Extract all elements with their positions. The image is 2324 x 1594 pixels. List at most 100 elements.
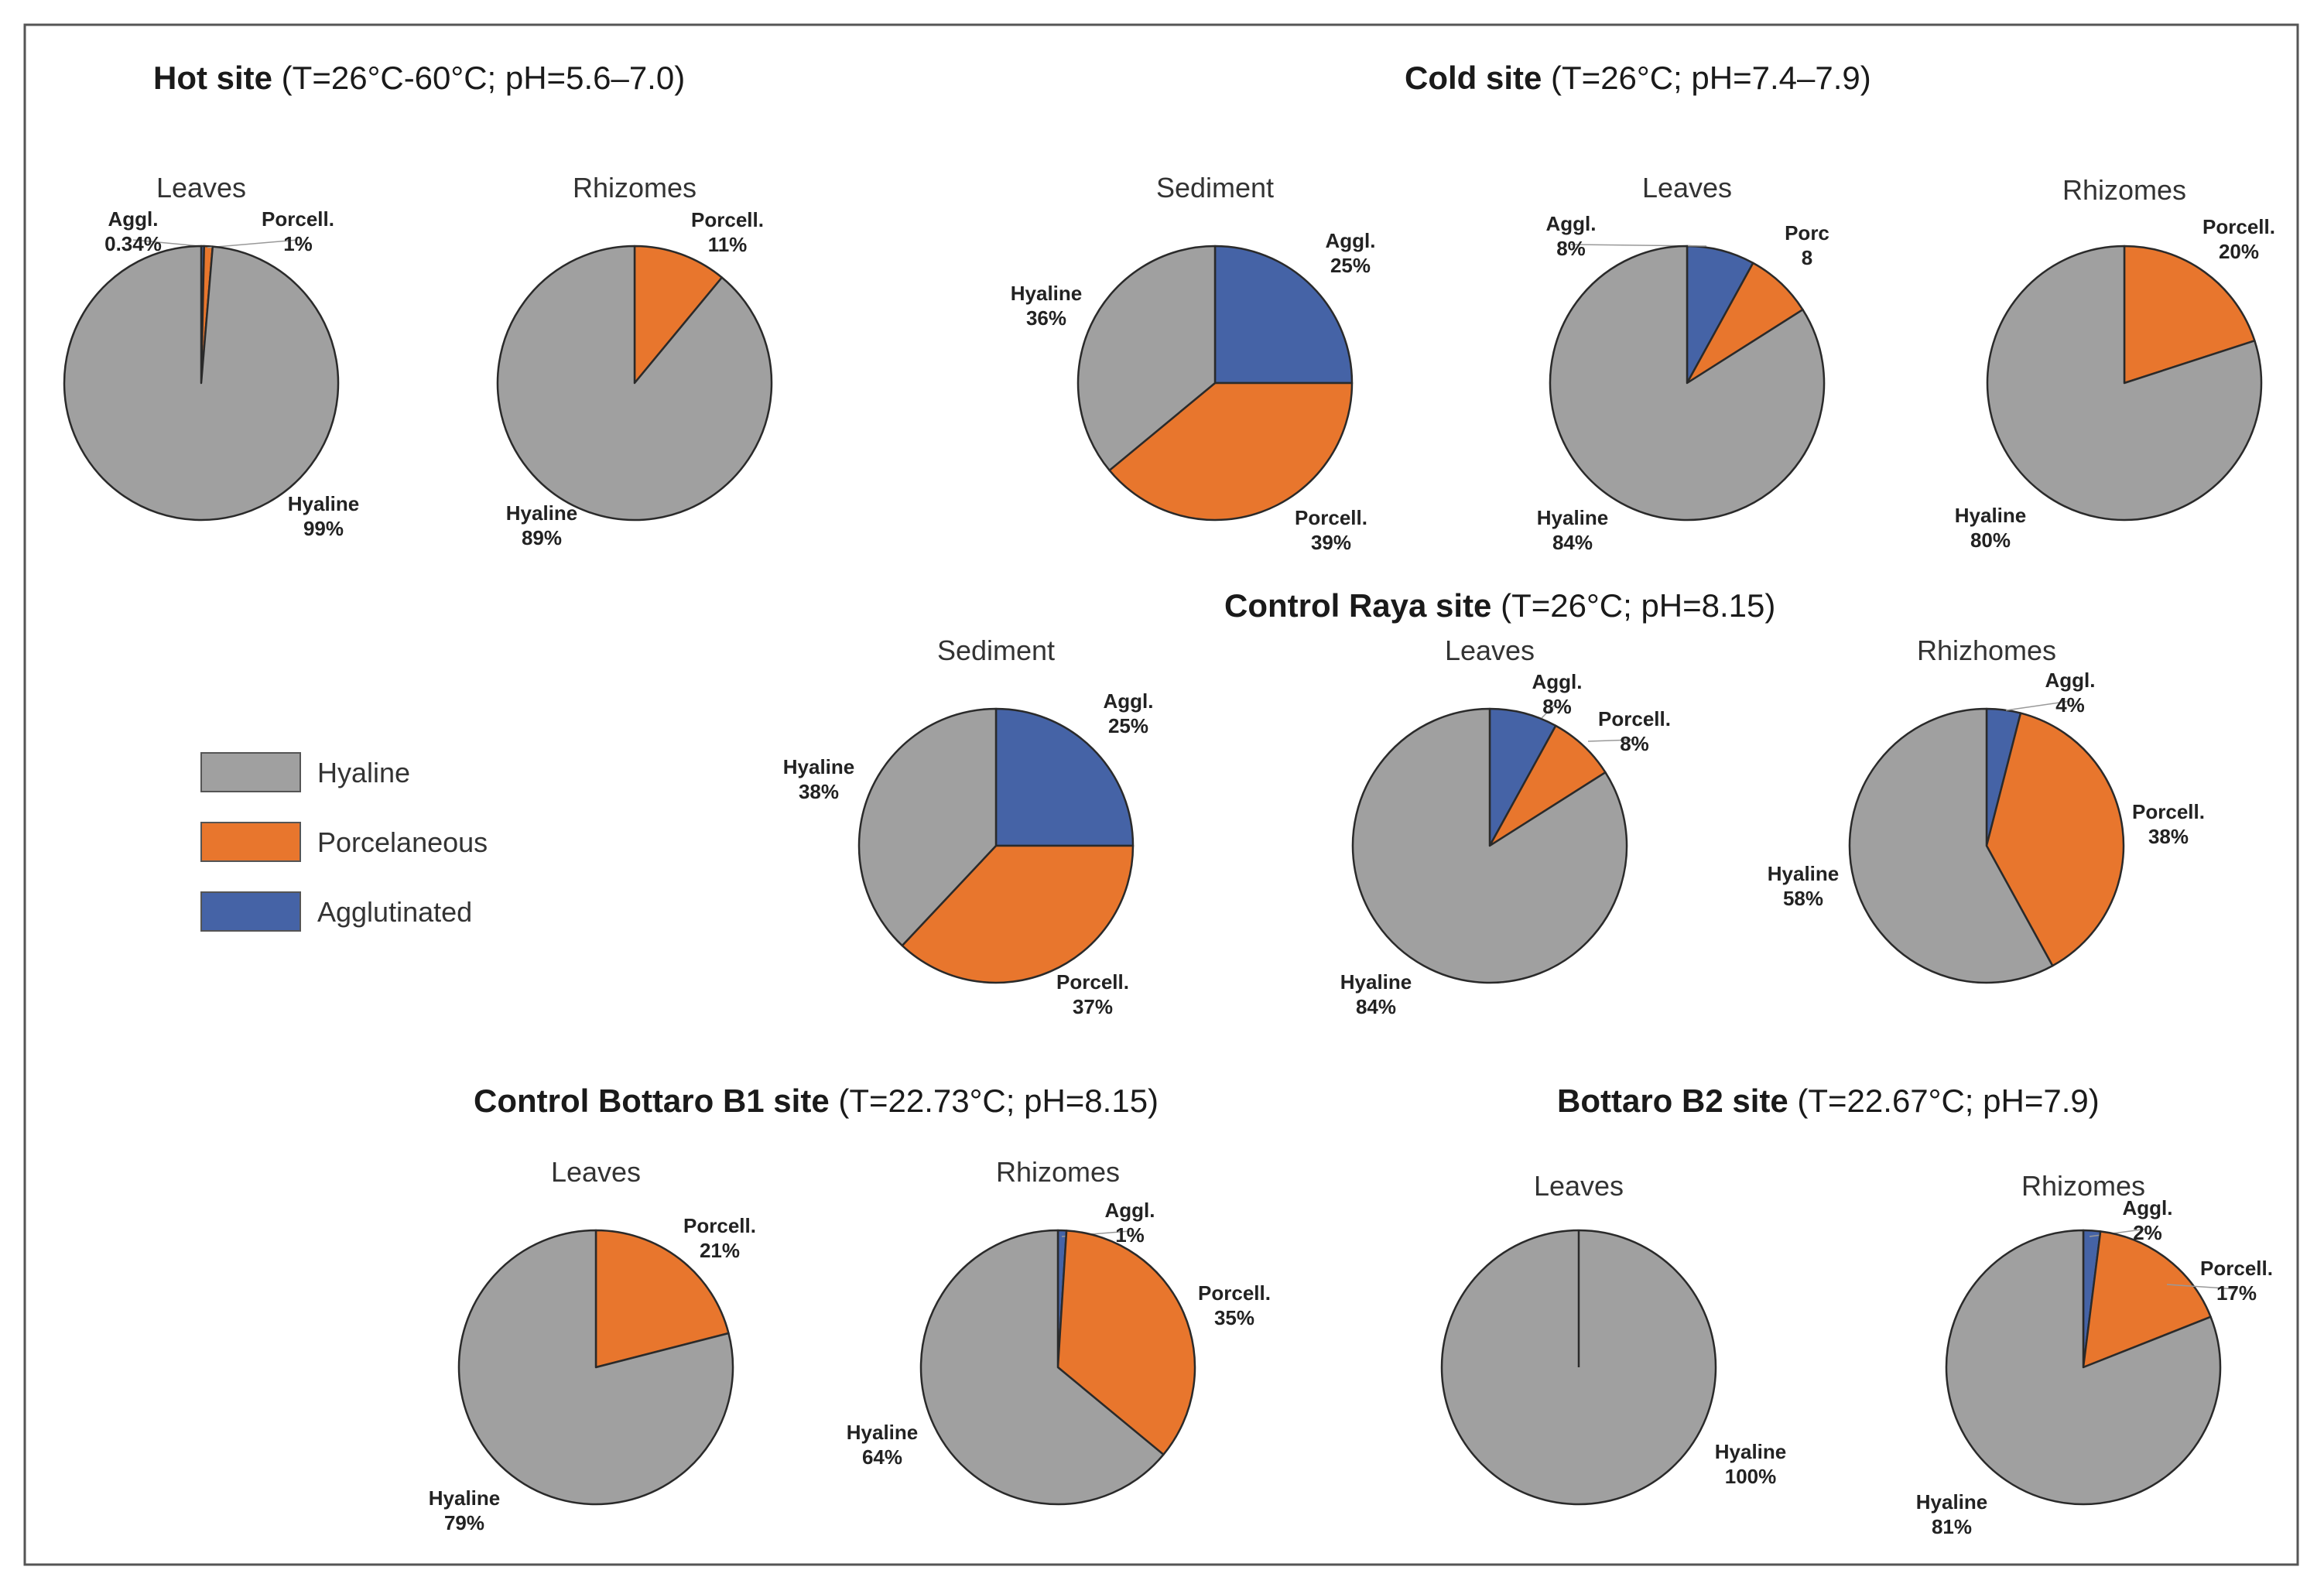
slice-label-value: 8% bbox=[1556, 237, 1586, 260]
slice-label-value: 36% bbox=[1026, 306, 1066, 330]
slice-label-hyaline: Hyaline 36% bbox=[1011, 282, 1083, 330]
slice-label-name: Hyaline bbox=[1955, 504, 2027, 527]
pie-title: Leaves bbox=[156, 172, 246, 204]
slice-label-name: Porcell. bbox=[1295, 506, 1367, 529]
pie-slice-porcelaneous bbox=[1108, 381, 1354, 522]
slice-label-name: Hyaline bbox=[1715, 1440, 1787, 1463]
slice-label-porcelaneous: Porcell. 11% bbox=[691, 208, 764, 256]
slice-label-value: 99% bbox=[303, 517, 344, 540]
pie-title: Rhizomes bbox=[2062, 174, 2186, 206]
site-conditions: (T=26°C-60°C; pH=5.6–7.0) bbox=[272, 60, 685, 96]
slice-label-agglutinated: Aggl. 1% bbox=[1105, 1199, 1155, 1247]
pie-slice-agglutinated bbox=[1488, 707, 1557, 847]
pie-slice-porcelaneous bbox=[633, 245, 724, 385]
slice-label-name: Porcell. bbox=[683, 1214, 756, 1237]
slice-label-value: 25% bbox=[1330, 254, 1371, 277]
site-title-cold: Cold site (T=26°C; pH=7.4–7.9) bbox=[1405, 60, 1871, 96]
legend-swatch-hyaline bbox=[200, 752, 301, 792]
slice-label-value: 8% bbox=[1542, 695, 1572, 718]
pie-raya-leaves: Leaves Aggl. 8% Porcell. 8% Hyaline 84% bbox=[1340, 635, 1671, 1018]
slice-label-agglutinated: Aggl. 2% bbox=[2123, 1196, 2173, 1244]
pie-slice-porcelaneous bbox=[594, 1229, 730, 1369]
slice-label-value: 100% bbox=[1725, 1465, 1777, 1488]
slice-label-name: Porcell. bbox=[1598, 707, 1671, 730]
slice-label-name: Hyaline bbox=[1011, 282, 1083, 305]
slice-label-hyaline: Hyaline 84% bbox=[1537, 506, 1609, 554]
slice-label-name: Porc bbox=[1785, 221, 1829, 245]
slice-label-name: Hyaline bbox=[288, 492, 360, 515]
site-titles: Hot site (T=26°C-60°C; pH=5.6–7.0) Cold s… bbox=[153, 60, 2100, 1119]
slice-label-agglutinated: Aggl. 8% bbox=[1532, 670, 1583, 718]
site-title-b1: Control Bottaro B1 site (T=22.73°C; pH=8… bbox=[474, 1083, 1159, 1119]
pie-hot-rhizomes: Rhizomes Porcell. 11% Hyaline 89% bbox=[496, 172, 773, 549]
slice-label-value: 84% bbox=[1356, 995, 1396, 1018]
slice-label-porcelaneous: Porcell. 20% bbox=[2202, 215, 2275, 263]
slice-label-hyaline: Hyaline 99% bbox=[288, 492, 360, 540]
slice-label-value: 11% bbox=[708, 233, 748, 256]
slice-label-agglutinated: Aggl. 8% bbox=[1546, 212, 1597, 260]
slice-label-hyaline: Hyaline 81% bbox=[1916, 1490, 1988, 1538]
pie-slice-porcelaneous bbox=[901, 844, 1135, 984]
slice-label-value: 39% bbox=[1311, 531, 1351, 554]
site-name: Control Raya site bbox=[1224, 587, 1491, 624]
slice-label-value: 38% bbox=[799, 780, 839, 803]
slice-label-value: 1% bbox=[1115, 1223, 1145, 1247]
slice-label-value: 37% bbox=[1073, 995, 1113, 1018]
slice-label-hyaline: Hyaline 58% bbox=[1768, 862, 1840, 910]
slice-label-name: Porcell. bbox=[2202, 215, 2275, 238]
slice-label-value: 80% bbox=[1970, 528, 2011, 552]
slice-label-porcelaneous: Porcell. 35% bbox=[1198, 1281, 1271, 1329]
slice-label-value: 20% bbox=[2219, 240, 2259, 263]
slice-label-name: Hyaline bbox=[1340, 970, 1412, 994]
slice-label-value: 64% bbox=[862, 1445, 902, 1469]
slice-label-hyaline: Hyaline 79% bbox=[429, 1486, 501, 1534]
pie-title: Leaves bbox=[1642, 172, 1732, 204]
pie-slice-porcelaneous bbox=[2123, 245, 2256, 385]
pie-slice-agglutinated bbox=[994, 707, 1135, 847]
pie-b2-leaves: Leaves Hyaline 100% bbox=[1440, 1170, 1787, 1506]
slice-label-value: 89% bbox=[522, 526, 562, 549]
slice-label-name: Hyaline bbox=[1537, 506, 1609, 529]
pie-slice-porcelaneous bbox=[2082, 1230, 2212, 1369]
slice-label-porcelaneous: Porcell. 38% bbox=[2132, 800, 2205, 848]
pie-slice-hyaline bbox=[457, 1229, 734, 1506]
pie-slice-hyaline bbox=[1549, 245, 1826, 522]
pie-slice-agglutinated bbox=[1213, 245, 1354, 385]
legend-label-hyaline: Hyaline bbox=[317, 757, 410, 788]
slice-label-value: 38% bbox=[2148, 825, 2189, 848]
label-leader-line bbox=[207, 239, 299, 248]
slice-label-porcelaneous: Porcell. 21% bbox=[683, 1214, 756, 1262]
pie-title: Rhizomes bbox=[573, 172, 697, 204]
site-title-hot: Hot site (T=26°C-60°C; pH=5.6–7.0) bbox=[153, 60, 685, 96]
pie-title: Sediment bbox=[937, 635, 1055, 666]
slice-label-value: 58% bbox=[1783, 887, 1823, 910]
slice-label-name: Aggl. bbox=[2045, 669, 2096, 692]
slice-label-name: Aggl. bbox=[1326, 229, 1376, 252]
pie-slice-hyaline bbox=[1076, 245, 1217, 472]
slice-label-name: Porcell. bbox=[2200, 1257, 2273, 1280]
slice-label-name: Porcell. bbox=[1056, 970, 1129, 994]
site-title-raya: Control Raya site (T=26°C; pH=8.15) bbox=[1224, 587, 1775, 624]
pie-slice-hyaline bbox=[1351, 707, 1628, 984]
label-leader-line bbox=[2166, 1284, 2237, 1290]
slice-label-name: Porcell. bbox=[262, 207, 334, 231]
pie-title: Leaves bbox=[1445, 635, 1535, 666]
pie-slice-hyaline bbox=[496, 245, 773, 522]
pie-slice-porcelaneous bbox=[1686, 262, 1804, 385]
slice-label-name: Hyaline bbox=[1916, 1490, 1988, 1514]
slice-label-name: Porcell. bbox=[2132, 800, 2205, 823]
pie-slice-hyaline bbox=[1945, 1229, 2222, 1506]
label-leader-line bbox=[2005, 700, 2071, 711]
pie-slice-hyaline bbox=[1848, 707, 2054, 984]
pie-slice-porcelaneous bbox=[1056, 1230, 1196, 1456]
slice-label-porcelaneous: Porc 8 bbox=[1785, 221, 1829, 269]
slice-label-value: 79% bbox=[444, 1511, 484, 1534]
pie-cold-leaves: Leaves Aggl. 8% Porc 8 Hyaline 84% bbox=[1537, 172, 1829, 554]
slice-label-porcelaneous: Porcell. 37% bbox=[1056, 970, 1129, 1018]
slice-label-name: Aggl. bbox=[1105, 1199, 1155, 1222]
pie-title: Leaves bbox=[551, 1156, 641, 1188]
pie-slice-hyaline bbox=[919, 1229, 1165, 1506]
